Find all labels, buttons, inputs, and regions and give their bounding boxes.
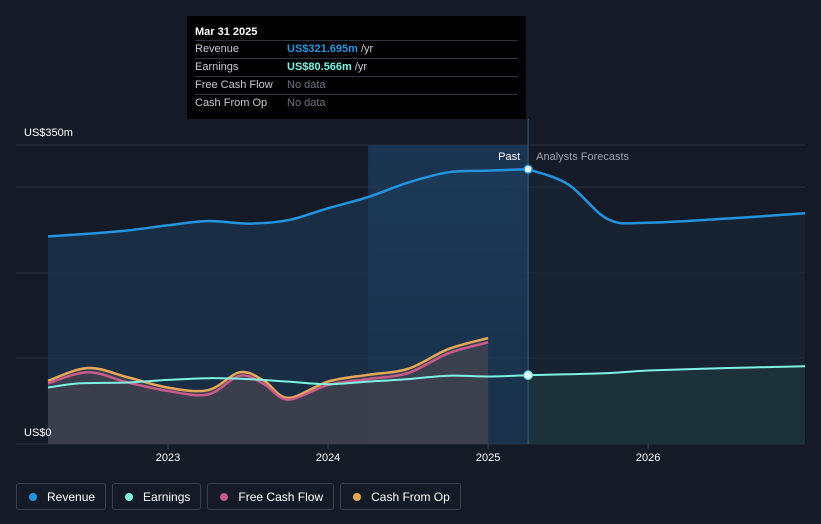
revenue-forecast-line	[527, 168, 806, 225]
earnings-marker	[523, 370, 533, 380]
x-tick-label: 2024	[316, 452, 340, 464]
tooltip-row-free-cash-flow: Free Cash Flow No data	[195, 76, 518, 94]
earnings-line	[47, 374, 529, 389]
y-axis-min-label: US$0	[24, 427, 52, 439]
tooltip-unit: /yr	[354, 61, 368, 73]
tooltip-label: Cash From Op	[195, 97, 268, 109]
tooltip-unit: /yr	[360, 43, 374, 55]
legend-label: Cash From Op	[371, 489, 450, 504]
earnings-dot-icon	[125, 492, 134, 501]
tooltip-row-revenue: Revenue US$321.695m /yr	[195, 40, 518, 58]
free-cash-flow-dot-icon	[220, 492, 229, 501]
chart-tooltip: Mar 31 2025 Revenue US$321.695m /yr Earn…	[187, 16, 526, 119]
revenue-dot-icon	[29, 492, 37, 501]
tooltip-value: No data	[287, 79, 326, 91]
tooltip-row-cash-from-op: Cash From Op No data	[195, 94, 518, 112]
forecast-label: Analysts Forecasts	[536, 151, 629, 163]
chart-legend: Revenue Earnings Free Cash Flow Cash Fro…	[16, 483, 461, 510]
tooltip-value: US$80.566m	[287, 61, 352, 73]
tooltip-row-earnings: Earnings US$80.566m /yr	[195, 58, 518, 76]
legend-item-free-cash-flow[interactable]: Free Cash Flow	[207, 483, 335, 510]
x-tick-label: 2023	[156, 452, 180, 464]
revenue-line	[47, 167, 529, 238]
x-tick-label: 2026	[636, 452, 660, 464]
x-tick-label: 2025	[476, 452, 500, 464]
legend-label: Revenue	[47, 489, 96, 504]
past-label: Past	[498, 151, 520, 163]
tooltip-label: Revenue	[195, 43, 240, 55]
y-axis-max-label: US$350m	[24, 127, 73, 139]
tooltip-value: US$321.695m	[287, 43, 358, 55]
cash-from-op-dot-icon	[353, 492, 362, 501]
legend-item-cash-from-op[interactable]: Cash From Op	[340, 483, 461, 510]
legend-item-earnings[interactable]: Earnings	[112, 483, 202, 510]
earnings-forecast-line	[528, 365, 806, 377]
legend-item-revenue[interactable]: Revenue	[16, 483, 107, 510]
earnings-forecast-area	[528, 366, 805, 444]
tooltip-label: Earnings	[195, 61, 239, 73]
tooltip-date: Mar 31 2025	[195, 26, 258, 38]
legend-label: Earnings	[143, 489, 191, 504]
legend-label: Free Cash Flow	[238, 489, 324, 504]
revenue-marker	[523, 164, 533, 174]
tooltip-label: Free Cash Flow	[195, 79, 273, 91]
tooltip-value: No data	[287, 97, 326, 109]
cash-from-op-area	[48, 338, 489, 444]
